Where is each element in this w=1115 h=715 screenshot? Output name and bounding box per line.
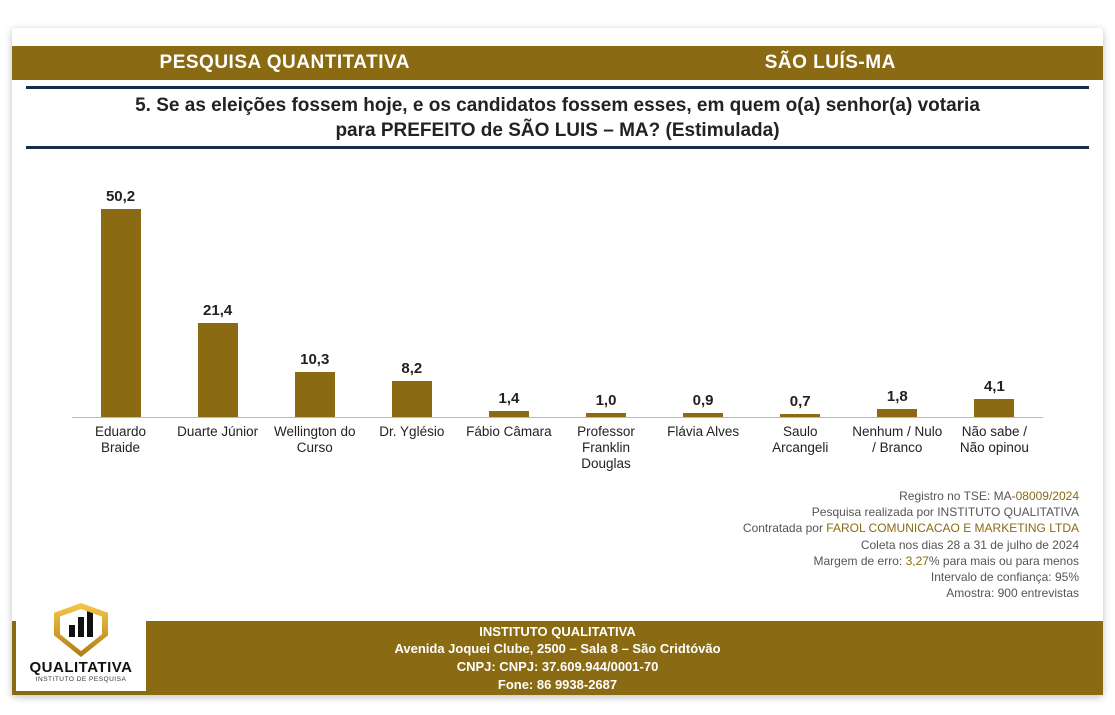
bar-rect xyxy=(586,413,626,417)
question-line1: 5. Se as eleições fossem hoje, e os cand… xyxy=(135,95,980,116)
bar-rect xyxy=(101,209,141,417)
bar-value: 8,2 xyxy=(401,360,422,377)
bar-col: 0,9 xyxy=(655,188,752,417)
bar-rect xyxy=(295,372,335,417)
bar-label: Eduardo Braide xyxy=(72,424,169,473)
divider-under-question xyxy=(26,146,1089,149)
bar-value: 1,8 xyxy=(887,388,908,405)
bar-col: 21,4 xyxy=(169,188,266,417)
bar-rect xyxy=(974,399,1014,417)
header-bar: PESQUISA QUANTITATIVA SÃO LUÍS-MA xyxy=(12,46,1103,80)
bar-value: 0,7 xyxy=(790,393,811,410)
bar-rect xyxy=(489,411,529,417)
bar-col: 1,4 xyxy=(460,188,557,417)
meta-contratada: Contratada por FAROL COMUNICACAO E MARKE… xyxy=(743,520,1079,536)
logo-sub: INSTITUTO DE PESQUISA xyxy=(36,676,127,683)
meta-registro: Registro no TSE: MA-08009/2024 xyxy=(743,488,1079,504)
logo-box: QUALITATIVA INSTITUTO DE PESQUISA xyxy=(16,591,146,691)
bar-rect xyxy=(198,323,238,417)
bar-label: Wellington do Curso xyxy=(266,424,363,473)
bar-label: Não sabe / Não opinou xyxy=(946,424,1043,473)
question-text: 5. Se as eleições fossem hoje, e os cand… xyxy=(72,94,1043,143)
slide-container: PESQUISA QUANTITATIVA SÃO LUÍS-MA 5. Se … xyxy=(12,28,1103,695)
bar-rect xyxy=(877,409,917,417)
footer-bar: INSTITUTO QUALITATIVA Avenida Joquei Clu… xyxy=(12,621,1103,695)
bar-label: Nenhum / Nulo / Branco xyxy=(849,424,946,473)
footer-text: INSTITUTO QUALITATIVA Avenida Joquei Clu… xyxy=(394,623,720,693)
bar-value: 10,3 xyxy=(300,351,329,368)
meta-intervalo: Intervalo de confiança: 95% xyxy=(743,569,1079,585)
bar-label: Saulo Arcangeli xyxy=(752,424,849,473)
question-line2: para PREFEITO de SÃO LUIS – MA? (Estimul… xyxy=(335,120,779,141)
bar-label: Professor Franklin Douglas xyxy=(557,424,654,473)
bar-value: 1,0 xyxy=(596,392,617,409)
logo-icon xyxy=(54,603,108,657)
bar-col: 8,2 xyxy=(363,188,460,417)
bar-col: 1,0 xyxy=(557,188,654,417)
bar-col: 1,8 xyxy=(849,188,946,417)
divider-top xyxy=(26,86,1089,89)
bar-rect xyxy=(683,413,723,417)
bar-col: 50,2 xyxy=(72,188,169,417)
meta-margem: Margem de erro: 3,27% para mais ou para … xyxy=(743,553,1079,569)
meta-coleta: Coleta nos dias 28 a 31 de julho de 2024 xyxy=(743,537,1079,553)
bar-rect xyxy=(780,414,820,417)
bar-label: Dr. Yglésio xyxy=(363,424,460,473)
bar-value: 4,1 xyxy=(984,378,1005,395)
bar-label: Flávia Alves xyxy=(655,424,752,473)
bar-rect xyxy=(392,381,432,417)
bar-col: 0,7 xyxy=(752,188,849,417)
header-right-title: SÃO LUÍS-MA xyxy=(558,52,1104,74)
bar-label: Duarte Júnior xyxy=(169,424,266,473)
meta-block: Registro no TSE: MA-08009/2024 Pesquisa … xyxy=(743,488,1079,601)
bar-label: Fábio Câmara xyxy=(460,424,557,473)
meta-realizada: Pesquisa realizada por INSTITUTO QUALITA… xyxy=(743,504,1079,520)
bars-row: 50,2 21,4 10,3 8,2 1,4 1,0 0,9 0,7 1,8 4,1 xyxy=(72,188,1043,418)
bar-chart: 50,2 21,4 10,3 8,2 1,4 1,0 0,9 0,7 1,8 4,1 Eduard… xyxy=(72,188,1043,478)
meta-amostra: Amostra: 900 entrevistas xyxy=(743,585,1079,601)
bar-value: 50,2 xyxy=(106,188,135,205)
bar-value: 21,4 xyxy=(203,302,232,319)
bar-value: 1,4 xyxy=(498,390,519,407)
bar-col: 4,1 xyxy=(946,188,1043,417)
logo-title: QUALITATIVA xyxy=(30,659,133,676)
bar-col: 10,3 xyxy=(266,188,363,417)
header-left-title: PESQUISA QUANTITATIVA xyxy=(12,52,558,74)
bar-value: 0,9 xyxy=(693,392,714,409)
labels-row: Eduardo BraideDuarte JúniorWellington do… xyxy=(72,424,1043,473)
